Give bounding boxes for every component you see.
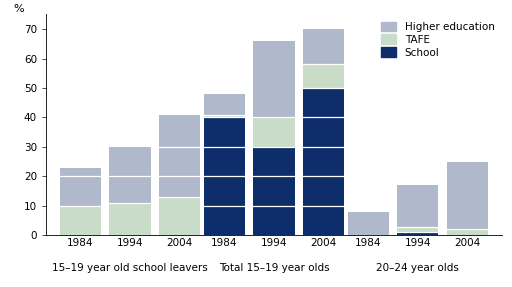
Bar xyxy=(253,147,294,235)
Bar xyxy=(397,226,438,232)
Bar xyxy=(446,162,488,229)
Text: 15–19 year old school leavers: 15–19 year old school leavers xyxy=(52,263,208,273)
Bar xyxy=(348,212,389,235)
Bar xyxy=(253,41,294,117)
Bar xyxy=(303,29,344,65)
Bar xyxy=(303,65,344,88)
Bar xyxy=(446,229,488,235)
Bar xyxy=(397,185,438,226)
Legend: Higher education, TAFE, School: Higher education, TAFE, School xyxy=(378,20,497,60)
Bar xyxy=(159,115,200,197)
Bar xyxy=(303,88,344,235)
Text: 20–24 year olds: 20–24 year olds xyxy=(376,263,459,273)
Bar xyxy=(159,197,200,235)
Bar xyxy=(110,147,151,203)
Text: Total 15–19 year olds: Total 15–19 year olds xyxy=(219,263,329,273)
Bar xyxy=(110,203,151,235)
Bar xyxy=(397,232,438,235)
Bar xyxy=(253,117,294,147)
Y-axis label: %: % xyxy=(13,4,24,14)
Bar xyxy=(204,94,245,115)
Bar xyxy=(204,117,245,235)
Bar xyxy=(204,115,245,117)
Bar xyxy=(60,168,101,206)
Bar xyxy=(60,206,101,235)
